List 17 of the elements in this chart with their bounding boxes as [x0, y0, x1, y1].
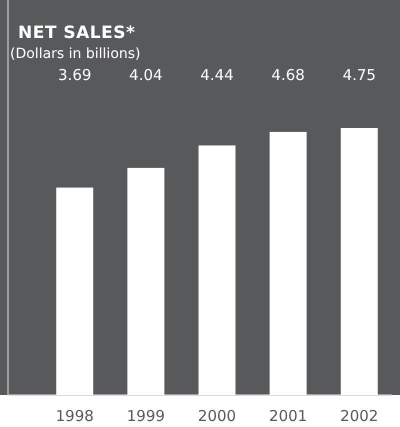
x-tick-label: 2001	[269, 407, 308, 425]
chart-title: NET SALES*	[18, 23, 136, 43]
data-label: 4.04	[129, 66, 163, 84]
bar	[127, 168, 164, 395]
bar	[56, 188, 94, 395]
x-tick-label: 1999	[126, 407, 165, 425]
x-tick-label: 2002	[340, 407, 378, 425]
bar	[340, 128, 378, 395]
x-tick-label: 2000	[198, 407, 236, 425]
data-label: 4.44	[200, 66, 234, 84]
bar	[198, 145, 236, 395]
x-tick-label: 1998	[56, 407, 94, 425]
bar	[270, 132, 307, 395]
data-label: 3.69	[58, 66, 92, 84]
data-label: 4.68	[271, 66, 305, 84]
data-label: 4.75	[342, 66, 376, 84]
chart-subtitle: (Dollars in billions)	[10, 46, 141, 62]
